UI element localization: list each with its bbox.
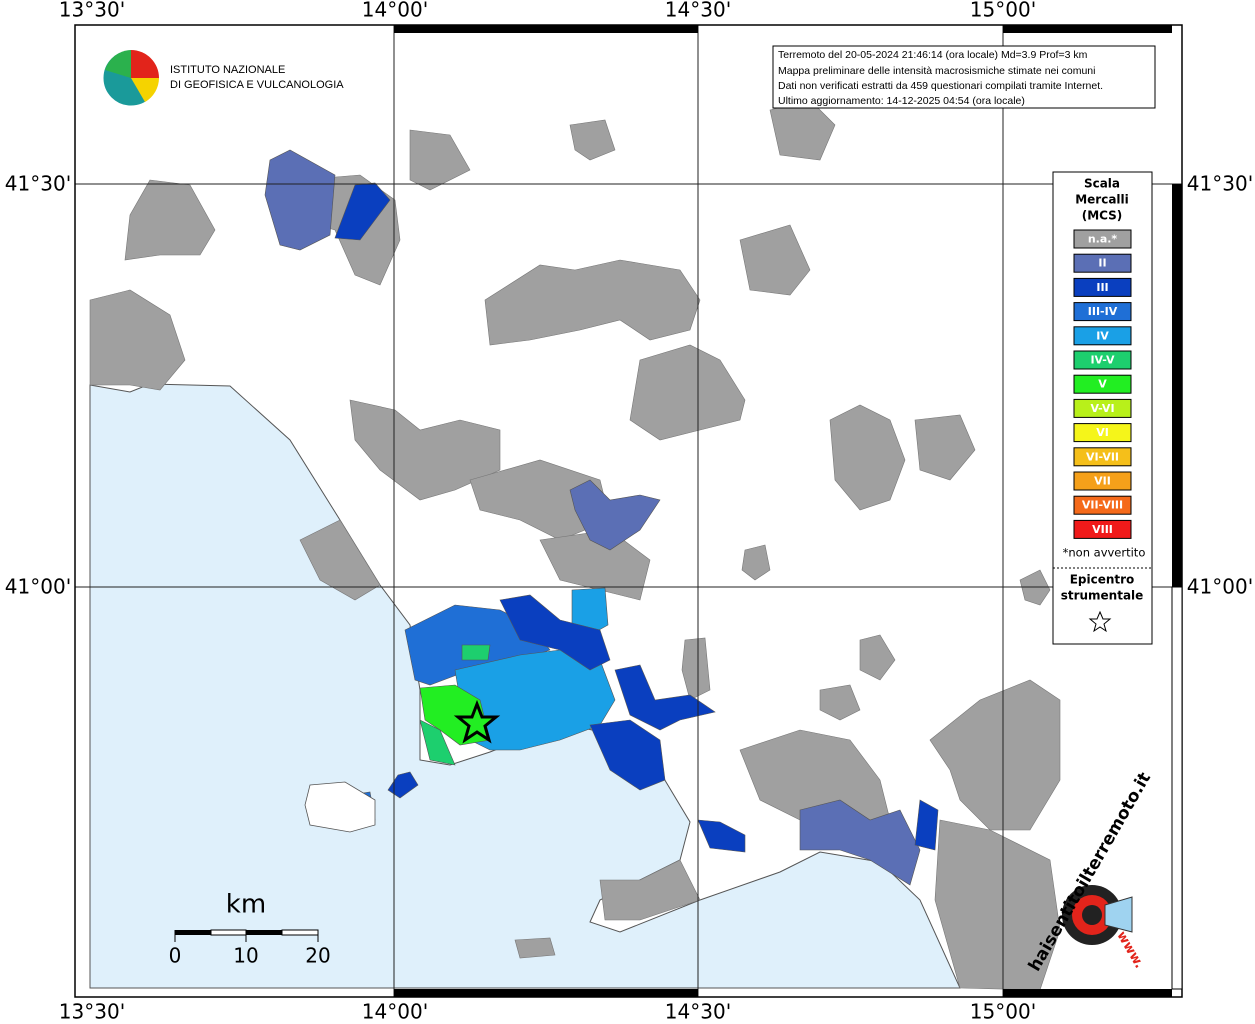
legend-swatch xyxy=(1073,326,1132,346)
legend-label: VII-VIII xyxy=(1082,499,1123,512)
legend-label: V xyxy=(1098,378,1107,391)
legend-label: IV-V xyxy=(1090,354,1115,367)
legend-label: VII xyxy=(1094,475,1111,488)
logo-text: DI GEOFISICA E VULCANOLOGIA xyxy=(170,79,344,91)
lat-label: 41°30' xyxy=(5,172,71,196)
legend-label: II xyxy=(1098,257,1106,270)
legend-label: III-IV xyxy=(1088,305,1118,318)
lon-label: 14°00' xyxy=(362,1000,428,1024)
scale-tick: 10 xyxy=(233,944,258,968)
epicenter-star xyxy=(453,699,501,744)
epicenter-label: Epicentro xyxy=(1070,573,1135,587)
logo-text: ISTITUTO NAZIONALE xyxy=(170,64,285,76)
legend-swatch xyxy=(1073,302,1132,322)
legend-swatch xyxy=(1073,471,1132,491)
legend-label: V-VI xyxy=(1090,402,1114,415)
legend-label: IV xyxy=(1096,329,1109,342)
legend-swatch xyxy=(1073,350,1132,370)
legend-title: (MCS) xyxy=(1082,209,1123,223)
info-line: Dati non verificati estratti da 459 ques… xyxy=(778,80,1103,92)
legend-swatch xyxy=(1073,495,1132,515)
lon-label: 14°30' xyxy=(665,0,731,22)
scale-bar: km 0 10 20 xyxy=(169,890,331,968)
legend-label: VI xyxy=(1096,426,1109,439)
legend-title: Mercalli xyxy=(1075,193,1129,207)
graticule xyxy=(75,25,1182,997)
lat-label: 41°00' xyxy=(1187,575,1253,599)
logo: ISTITUTO NAZIONALE DI GEOFISICA E VULCAN… xyxy=(102,49,344,107)
legend: Scala Mercalli (MCS) *non avvertito Epic… xyxy=(1052,171,1153,645)
info-line: Mappa preliminare delle intensità macros… xyxy=(778,65,1095,77)
legend-swatch xyxy=(1073,519,1132,539)
legend-swatch xyxy=(1073,277,1132,297)
legend-label: VIII xyxy=(1092,523,1113,536)
legend-swatch xyxy=(1073,253,1132,273)
lon-label: 15°00' xyxy=(970,0,1036,22)
lon-label: 15°00' xyxy=(970,1000,1036,1024)
legend-swatch xyxy=(1073,398,1132,418)
legend-swatch xyxy=(1073,374,1132,394)
lon-label: 14°00' xyxy=(362,0,428,22)
epicenter-label: strumentale xyxy=(1061,589,1144,603)
legend-note: *non avvertito xyxy=(1063,546,1146,560)
coordinate-labels: 13°30' 14°00' 14°30' 15°00' 13°30' 14°00… xyxy=(5,0,1253,1024)
frame xyxy=(74,24,1183,998)
lon-label: 13°30' xyxy=(59,1000,125,1024)
epicenter-legend-star xyxy=(1088,610,1112,633)
legend-label: n.a.* xyxy=(1088,233,1118,246)
info-box: Terremoto del 20-05-2024 21:46:14 (ora l… xyxy=(772,45,1156,109)
scale-unit: km xyxy=(226,890,266,920)
legend-swatch xyxy=(1073,423,1132,443)
lon-label: 14°30' xyxy=(665,1000,731,1024)
legend-label: VI-VII xyxy=(1086,450,1119,463)
scale-tick: 0 xyxy=(169,944,182,968)
legend-label: III xyxy=(1096,281,1108,294)
legend-title: Scala xyxy=(1084,177,1120,191)
lon-label: 13°30' xyxy=(59,0,125,22)
info-line: Ultimo aggiornamento: 14-12-2025 04:54 (… xyxy=(778,95,1025,107)
legend-swatch xyxy=(1073,229,1132,249)
lat-label: 41°30' xyxy=(1187,172,1253,196)
scale-tick: 20 xyxy=(305,944,330,968)
legend-swatch xyxy=(1073,447,1132,467)
lat-label: 41°00' xyxy=(5,575,71,599)
info-line: Terremoto del 20-05-2024 21:46:14 (ora l… xyxy=(778,49,1088,61)
